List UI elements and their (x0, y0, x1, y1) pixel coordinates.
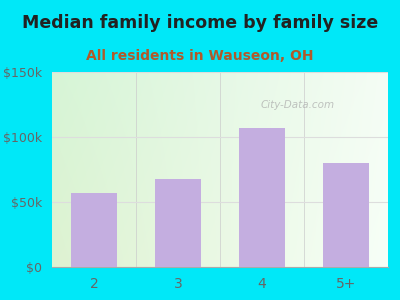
Text: All residents in Wauseon, OH: All residents in Wauseon, OH (86, 50, 314, 64)
Text: Median family income by family size: Median family income by family size (22, 14, 378, 32)
Bar (323, 163, 369, 267)
Bar (155, 178, 201, 267)
Bar (71, 193, 117, 267)
Bar (239, 128, 285, 267)
Text: City-Data.com: City-Data.com (260, 100, 334, 110)
